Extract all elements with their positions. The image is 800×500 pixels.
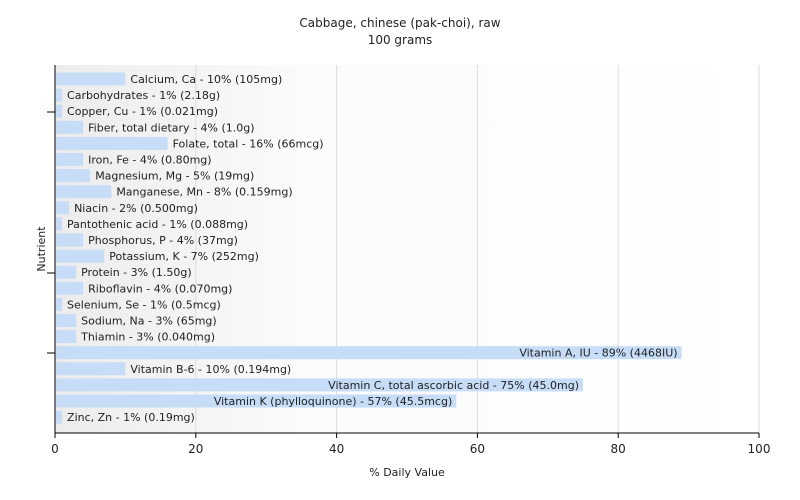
bar-label: Copper, Cu - 1% (0.021mg): [67, 105, 218, 118]
bar: [56, 72, 126, 86]
bar: [56, 346, 682, 360]
bar: [56, 136, 168, 150]
bar-label: Potassium, K - 7% (252mg): [109, 250, 259, 263]
bar-label: Thiamin - 3% (0.040mg): [80, 331, 215, 344]
grid: [195, 65, 760, 433]
bar-label: Pantothenic acid - 1% (0.088mg): [67, 218, 248, 231]
x-tick-label: 60: [470, 442, 485, 456]
bar: [56, 297, 63, 311]
bar-label: Riboflavin - 4% (0.070mg): [88, 282, 232, 295]
x-tick-label: 80: [611, 442, 626, 456]
bar: [56, 330, 77, 344]
chart-subtitle: 100 grams: [368, 33, 433, 47]
axes: [54, 65, 759, 434]
bar: [56, 233, 84, 247]
bar-label: Carbohydrates - 1% (2.18g): [67, 89, 220, 102]
bar-label: Calcium, Ca - 10% (105mg): [130, 73, 282, 86]
bar: [56, 394, 457, 408]
bar-label: Magnesium, Mg - 5% (19mg): [95, 170, 254, 183]
bar: [56, 120, 84, 134]
bar: [56, 362, 126, 376]
bar: [56, 153, 84, 166]
bar: [56, 281, 84, 295]
bar: [56, 378, 583, 392]
bar-label: Selenium, Se - 1% (0.5mcg): [67, 298, 221, 311]
bar: [56, 201, 70, 215]
bar-label: Manganese, Mn - 8% (0.159mg): [116, 186, 292, 199]
bar-label: Vitamin A, IU - 89% (4468IU): [519, 347, 677, 360]
bar: [56, 88, 63, 102]
bar-label: Sodium, Na - 3% (65mg): [81, 315, 217, 328]
x-ticks: 0 20 40 60 80 100: [47, 111, 771, 456]
bar-label: Niacin - 2% (0.500mg): [74, 202, 198, 215]
bar-label: Vitamin K (phylloquinone) - 57% (45.5mcg…: [214, 395, 452, 408]
bar-label: Iron, Fe - 4% (0.80mg): [88, 154, 211, 167]
bars: Calcium, Ca - 10% (105mg) Carbohydrates -…: [56, 72, 682, 424]
x-tick-label: 40: [329, 442, 344, 456]
plot-background: [55, 65, 759, 433]
bar: [56, 265, 77, 279]
bar-label: Vitamin C, total ascorbic acid - 75% (45…: [328, 379, 579, 392]
x-axis-title: % Daily Value: [369, 466, 445, 479]
bar-label: Phosphorus, P - 4% (37mg): [88, 234, 238, 247]
x-tick-label: 0: [51, 442, 59, 456]
bar-label: Fiber, total dietary - 4% (1.0g): [88, 121, 254, 134]
bar: [56, 169, 91, 183]
bar: [56, 249, 105, 263]
y-axis-title: Nutrient: [35, 226, 48, 272]
bar-label: Zinc, Zn - 1% (0.19mg): [67, 411, 195, 424]
bar-label: Protein - 3% (1.50g): [81, 266, 192, 279]
bar: [56, 185, 112, 199]
chart-title: Cabbage, chinese (pak-choi), raw: [299, 16, 500, 30]
bar: [56, 410, 63, 424]
bar: [56, 217, 63, 231]
x-tick-label: 100: [748, 442, 771, 456]
bar: [56, 314, 77, 327]
x-tick-label: 20: [188, 442, 203, 456]
bar-label: Folate, total - 16% (66mcg): [173, 137, 324, 150]
bar: [56, 104, 63, 118]
bar-label: Vitamin B-6 - 10% (0.194mg): [130, 363, 291, 376]
